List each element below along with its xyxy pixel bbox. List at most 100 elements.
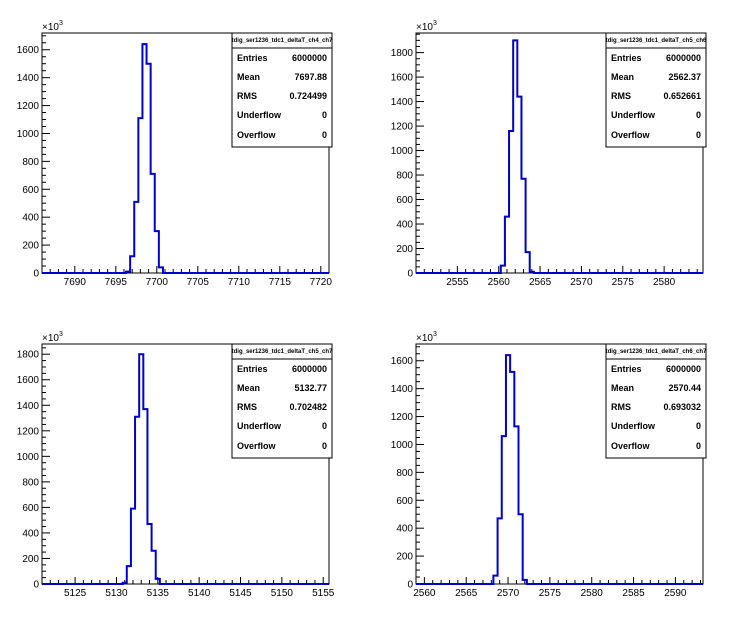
stats-label-entries: Entries [237,53,268,63]
stats-value-overflow: 0 [696,130,701,140]
stats-label-entries: Entries [611,364,642,374]
stats-value-mean: 2570.44 [668,383,701,393]
x-tick-label: 2575 [612,277,635,288]
y-tick-label: 1800 [17,350,40,361]
stats-value-underflow: 0 [696,110,701,120]
y-tick-label: 600 [396,195,413,206]
stats-label-mean: Mean [237,383,260,393]
stats-value-overflow: 0 [322,130,327,140]
x-tick-label: 5125 [64,588,87,599]
stats-box-frame [605,343,707,459]
x-tick-label: 2570 [570,277,593,288]
stats-label-rms: RMS [611,402,631,412]
stats-label-mean: Mean [237,72,260,82]
x-tick-label: 2580 [581,588,604,599]
stats-box-frame [231,32,333,148]
stats-value-entries: 6000000 [292,364,327,374]
stats-label-overflow: Overflow [611,130,651,140]
y-tick-label: 400 [22,213,39,224]
stats-value-mean: 2562.37 [668,72,701,82]
x-tick-label: 2555 [446,277,469,288]
stats-value-underflow: 0 [322,421,327,431]
x-tick-label: 2590 [664,588,687,599]
y-tick-label: 800 [22,477,39,488]
stats-value-rms: 0.693032 [663,402,701,412]
y-tick-label: 600 [396,496,413,507]
y-tick-label: 800 [22,157,39,168]
y-exponent-label: ×10 [42,333,59,344]
stats-value-overflow: 0 [322,441,327,451]
stats-label-overflow: Overflow [237,130,277,140]
y-tick-label: 200 [396,244,413,255]
x-tick-label: 2585 [622,588,645,599]
y-tick-label: 1200 [17,101,40,112]
stats-label-underflow: Underflow [237,110,282,120]
stats-label-underflow: Underflow [611,421,656,431]
histogram-outline [416,354,703,585]
stats-value-entries: 6000000 [666,364,701,374]
y-tick-label: 800 [396,171,413,182]
x-tick-label: 2570 [497,588,520,599]
y-tick-label: 600 [22,185,39,196]
y-tick-label: 1200 [391,412,414,423]
stats-label-underflow: Underflow [611,110,656,120]
histogram-outline [42,43,329,274]
stats-title: tdig_ser1236_tdc1_deltaT_ch4_ch7 [232,38,333,44]
x-tick-label: 2580 [653,277,676,288]
histogram-panel-3: 5125 5130 5135 5140 5145 5150 5155 0 200 400 600 80… [17,331,335,599]
x-tick-label: 5130 [105,588,128,599]
x-tick-label: 5140 [188,588,211,599]
y-tick-label: 1000 [391,440,414,451]
y-exponent-power: 3 [59,20,63,27]
stats-label-entries: Entries [611,53,642,63]
stats-title: tdig_ser1236_tdc1_deltaT_ch5_ch6 [606,38,707,44]
y-tick-label: 400 [22,528,39,539]
y-tick-label: 400 [396,220,413,231]
y-exponent-label: ×10 [42,22,59,33]
y-tick-label: 1600 [391,73,414,84]
stats-value-rms: 0.702482 [289,402,327,412]
x-tick-label: 5155 [312,588,335,599]
x-tick-label: 7700 [146,277,169,288]
stats-label-rms: RMS [237,402,257,412]
y-tick-label: 0 [407,580,413,591]
y-tick-label: 0 [33,269,39,280]
y-tick-label: 1200 [391,122,414,133]
stats-value-rms: 0.652661 [663,91,701,101]
y-tick-label: 1400 [17,73,40,84]
stats-label-mean: Mean [611,383,634,393]
histogram-outline [416,39,703,274]
y-tick-label: 0 [33,580,39,591]
stats-value-underflow: 0 [696,421,701,431]
stats-value-underflow: 0 [322,110,327,120]
histogram-panel-4: 2560 2565 2570 2575 2580 2585 2590 0 200 400 600 80… [391,331,707,599]
stats-label-rms: RMS [611,91,631,101]
stats-value-mean: 7697.88 [294,72,327,82]
stats-value-entries: 6000000 [666,53,701,63]
y-tick-label: 0 [407,269,413,280]
stats-title: tdig_ser1236_tdc1_deltaT_ch5_ch7 [232,349,333,355]
y-exponent-label: ×10 [416,22,433,33]
stats-box: tdig_ser1236_tdc1_deltaT_ch4_ch7 Entries 6… [231,32,333,148]
stats-label-mean: Mean [611,72,634,82]
x-tick-label: 7695 [105,277,128,288]
y-tick-label: 1600 [17,375,40,386]
y-tick-label: 1600 [17,45,40,56]
x-tick-label: 2565 [455,588,478,599]
y-tick-label: 200 [396,552,413,563]
y-tick-label: 1000 [17,129,40,140]
y-tick-label: 1400 [391,384,414,395]
x-tick-label: 7720 [310,277,333,288]
y-tick-label: 400 [396,524,413,535]
x-tick-label: 5145 [229,588,252,599]
stats-label-overflow: Overflow [237,441,277,451]
stats-value-overflow: 0 [696,441,701,451]
stats-box-frame [231,343,333,459]
stats-label-overflow: Overflow [611,441,651,451]
stats-value-rms: 0.724499 [289,91,327,101]
x-tick-label: 2560 [413,588,436,599]
y-tick-label: 1800 [391,48,414,59]
stats-label-rms: RMS [237,91,257,101]
y-exponent-power: 3 [59,331,63,338]
y-tick-label: 1400 [17,401,40,412]
